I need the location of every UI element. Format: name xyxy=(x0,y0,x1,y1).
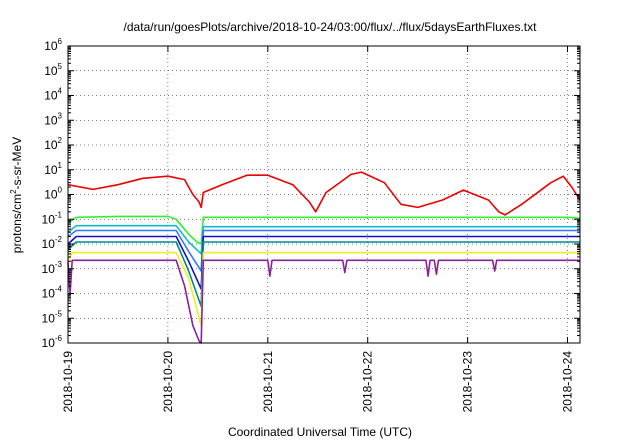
y-tick-exponent: -5 xyxy=(55,309,63,318)
y-tick-base: 10 xyxy=(44,89,58,103)
y-tick-label: 10-5 xyxy=(42,309,63,325)
x-tick-label: 2018-10-24 xyxy=(561,351,575,413)
y-tick-label: 10-4 xyxy=(42,285,63,301)
chart-title: /data/run/goesPlots/archive/2018-10-24/0… xyxy=(124,20,538,34)
y-tick-label: 100 xyxy=(44,186,62,202)
y-tick-base: 10 xyxy=(44,138,58,152)
series-line-4 xyxy=(67,229,580,272)
y-axis-label-base: protons/cm xyxy=(10,194,24,253)
y-axis-label-rest: -s-sr-MeV xyxy=(10,137,24,190)
y-tick-base: 10 xyxy=(44,64,58,78)
y-tick-label: 104 xyxy=(44,87,62,103)
x-tick-label: 2018-10-23 xyxy=(461,351,475,413)
y-axis-label: protons/cm2-s-sr-MeV xyxy=(9,137,24,253)
y-tick-exponent: 2 xyxy=(58,136,63,145)
y-tick-label: 105 xyxy=(44,62,62,78)
series-line-8 xyxy=(67,259,580,344)
series-line-6 xyxy=(67,241,580,308)
y-tick-exponent: -6 xyxy=(55,334,63,343)
y-tick-exponent: 1 xyxy=(58,161,63,170)
y-tick-base: 10 xyxy=(42,262,56,276)
y-tick-base: 10 xyxy=(42,212,56,226)
y-tick-label: 10-1 xyxy=(42,210,63,226)
y-tick-exponent: -2 xyxy=(55,235,63,244)
y-tick-exponent: 5 xyxy=(58,62,63,71)
y-tick-base: 10 xyxy=(42,237,56,251)
y-tick-base: 10 xyxy=(44,163,58,177)
series-line-7 xyxy=(67,251,580,327)
y-tick-label: 10-6 xyxy=(42,334,63,350)
y-tick-exponent: -3 xyxy=(55,260,63,269)
y-tick-base: 10 xyxy=(44,113,58,127)
y-tick-base: 10 xyxy=(42,287,56,301)
y-tick-exponent: -4 xyxy=(55,285,63,294)
y-tick-label: 103 xyxy=(44,111,62,127)
y-tick-label: 106 xyxy=(44,37,62,53)
y-tick-exponent: 0 xyxy=(58,186,63,195)
y-tick-exponent: -1 xyxy=(55,210,63,219)
x-tick-label: 2018-10-22 xyxy=(361,351,375,413)
x-tick-label: 2018-10-21 xyxy=(261,351,275,413)
y-tick-base: 10 xyxy=(44,188,58,202)
grid xyxy=(67,45,580,344)
y-tick-base: 10 xyxy=(42,311,56,325)
series-line-2 xyxy=(67,215,581,245)
y-tick-base: 10 xyxy=(44,39,58,53)
y-tick-exponent: 6 xyxy=(58,37,63,46)
y-tick-base: 10 xyxy=(42,336,56,350)
series-line-5 xyxy=(67,235,580,290)
axis-ticks: 10-610-510-410-310-210-11001011021031041… xyxy=(42,37,580,412)
series-line-3 xyxy=(67,224,580,255)
y-tick-label: 101 xyxy=(44,161,62,177)
x-tick-label: 2018-10-19 xyxy=(61,351,75,413)
y-axis-label-sup: 2 xyxy=(9,189,18,194)
y-tick-exponent: 4 xyxy=(58,87,63,96)
y-tick-exponent: 3 xyxy=(58,111,63,120)
y-tick-label: 10-2 xyxy=(42,235,63,251)
x-tick-label: 2018-10-20 xyxy=(161,351,175,413)
series-lines xyxy=(67,171,581,344)
y-tick-label: 10-3 xyxy=(42,260,63,276)
series-line-1 xyxy=(67,171,581,216)
x-axis-label: Coordinated Universal Time (UTC) xyxy=(228,425,412,439)
y-tick-label: 102 xyxy=(44,136,62,152)
